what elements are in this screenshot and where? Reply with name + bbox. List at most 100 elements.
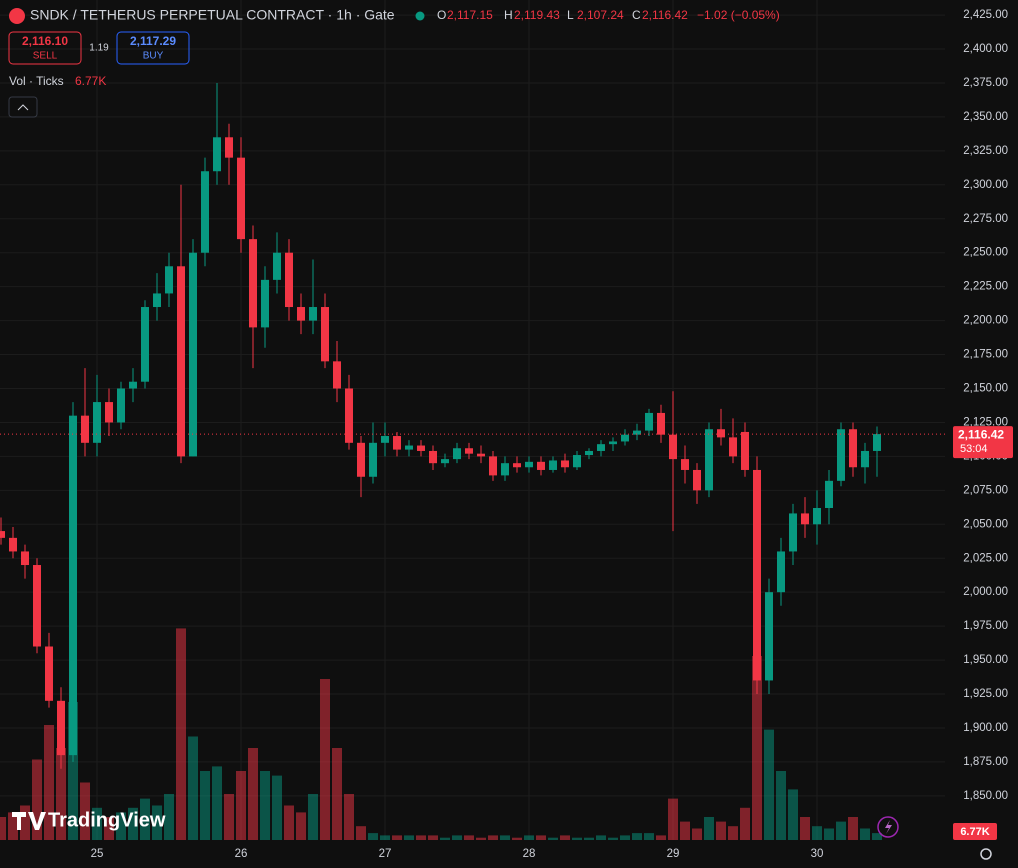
buy-price[interactable]: 2,117.29 bbox=[130, 34, 176, 48]
buy-button[interactable] bbox=[116, 31, 190, 65]
x-tick-label: 27 bbox=[379, 848, 392, 860]
y-tick-label: 2,375.00 bbox=[963, 77, 1008, 89]
volume-bar bbox=[680, 821, 690, 840]
volume-bar bbox=[596, 835, 606, 840]
candle-body bbox=[813, 507, 821, 525]
candle-body bbox=[537, 461, 545, 470]
candle-body bbox=[585, 450, 593, 456]
candle-body bbox=[369, 442, 377, 477]
candle-body bbox=[873, 434, 881, 451]
candle-body bbox=[405, 445, 413, 450]
candle-body bbox=[693, 469, 701, 491]
volume-bar bbox=[140, 798, 150, 840]
ohlc-value: 2,107.24 bbox=[577, 8, 624, 22]
volume-bar bbox=[116, 812, 126, 840]
y-tick-label: 2,425.00 bbox=[963, 9, 1008, 21]
volume-bar bbox=[152, 805, 162, 840]
grid bbox=[0, 0, 945, 840]
overlay: SNDK / TETHERUS PERPETUAL CONTRACT · 1h … bbox=[8, 7, 1013, 860]
volume-indicator-value: 6.77K bbox=[75, 74, 106, 88]
volume-bar bbox=[776, 771, 786, 840]
ohlc-label: H bbox=[504, 8, 513, 22]
volume-bar bbox=[320, 679, 330, 840]
y-tick-label: 2,300.00 bbox=[963, 179, 1008, 191]
volume-indicator-label: Vol · Ticks bbox=[9, 74, 64, 88]
candle-body bbox=[429, 450, 437, 464]
candle-body bbox=[777, 551, 785, 593]
y-tick-label: 2,200.00 bbox=[963, 315, 1008, 327]
candle-body bbox=[261, 279, 269, 328]
candle-body bbox=[237, 157, 245, 240]
volume-bar bbox=[476, 837, 486, 840]
y-tick-label: 2,350.00 bbox=[963, 111, 1008, 123]
x-tick-label: 30 bbox=[811, 848, 824, 860]
candle-body bbox=[165, 266, 173, 294]
candle-body bbox=[345, 388, 353, 443]
candle-body bbox=[441, 459, 449, 464]
volume-bar bbox=[176, 628, 186, 840]
volume-bar bbox=[524, 835, 534, 840]
volume-bar bbox=[848, 817, 858, 840]
volume-bar bbox=[860, 828, 870, 840]
volume-bar bbox=[128, 807, 138, 840]
volume-bar bbox=[380, 835, 390, 840]
volume-bar bbox=[668, 798, 678, 840]
candle-body bbox=[669, 434, 677, 460]
candle-body bbox=[741, 431, 749, 470]
candle-body bbox=[609, 441, 617, 445]
candle-body bbox=[849, 429, 857, 468]
volume-bar bbox=[356, 826, 366, 840]
candle-body bbox=[561, 460, 569, 468]
candle-body bbox=[297, 307, 305, 321]
ohlc-value: 2,116.42 bbox=[642, 8, 688, 22]
candle-body bbox=[285, 252, 293, 308]
sell-label[interactable]: SELL bbox=[33, 51, 58, 62]
ohlc-value: 2,117.15 bbox=[447, 8, 493, 22]
volume-bar bbox=[500, 835, 510, 840]
volume-bar bbox=[308, 794, 318, 840]
candle-body bbox=[597, 444, 605, 451]
watermark-logo bbox=[12, 812, 46, 830]
candle-body bbox=[801, 513, 809, 525]
volume-bar bbox=[404, 835, 414, 840]
buy-label[interactable]: BUY bbox=[143, 51, 164, 62]
candle-body bbox=[21, 551, 29, 566]
candle-body bbox=[753, 469, 761, 681]
status-dot bbox=[415, 11, 425, 21]
y-tick-label: 2,025.00 bbox=[963, 552, 1008, 564]
price-tag bbox=[953, 426, 1013, 459]
candle-body bbox=[705, 429, 713, 491]
volume-bar bbox=[56, 748, 66, 840]
volume-bar bbox=[620, 835, 630, 840]
candle-body bbox=[645, 412, 653, 431]
candle-body bbox=[273, 252, 281, 280]
y-tick-label: 2,325.00 bbox=[963, 145, 1008, 157]
candle-body bbox=[0, 531, 5, 538]
volume-bar bbox=[656, 835, 666, 840]
collapse-button[interactable] bbox=[8, 96, 38, 118]
volume-bar bbox=[812, 826, 822, 840]
lightning-button[interactable] bbox=[877, 816, 899, 838]
volume-bar bbox=[716, 821, 726, 840]
volume-bar bbox=[464, 835, 474, 840]
chart-title: SNDK / TETHERUS PERPETUAL CONTRACT · 1h … bbox=[30, 7, 395, 23]
candle-body bbox=[657, 412, 665, 435]
x-tick-label: 28 bbox=[523, 848, 536, 860]
sell-price[interactable]: 2,116.10 bbox=[22, 34, 68, 48]
volume-bar bbox=[644, 833, 654, 840]
volume-bar bbox=[824, 828, 834, 840]
candle-body bbox=[501, 463, 509, 476]
volume-bar bbox=[8, 812, 18, 840]
sell-button[interactable] bbox=[8, 31, 82, 65]
candle-body bbox=[333, 361, 341, 389]
y-tick-label: 1,850.00 bbox=[963, 790, 1008, 802]
ohlc-label: L bbox=[567, 8, 574, 22]
x-tick-label: 29 bbox=[667, 848, 680, 860]
volume-bar bbox=[344, 794, 354, 840]
volume-bar bbox=[104, 817, 114, 840]
y-tick-label: 1,925.00 bbox=[963, 688, 1008, 700]
candle-body bbox=[789, 513, 797, 552]
candles bbox=[0, 82, 945, 769]
settings-button[interactable] bbox=[980, 848, 992, 860]
